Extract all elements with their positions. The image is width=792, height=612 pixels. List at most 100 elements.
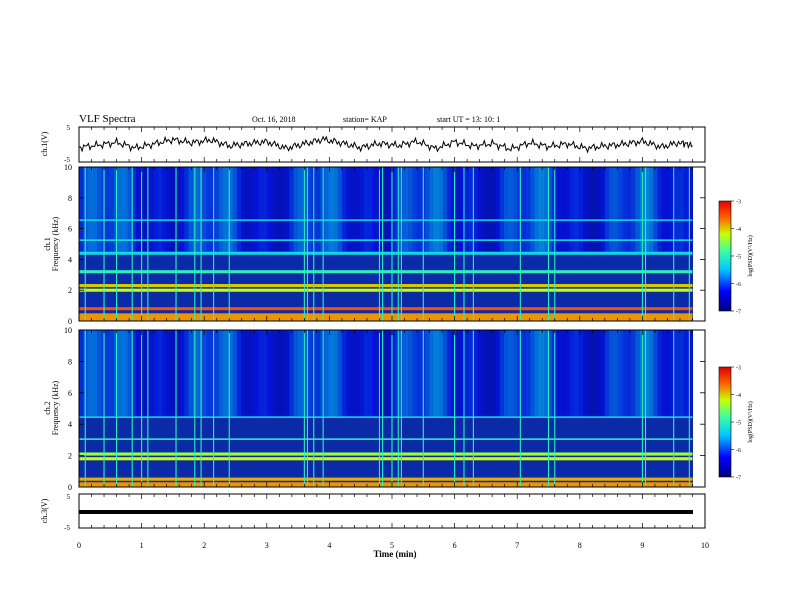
ch1-spectrogram-noise-column — [381, 167, 387, 252]
ch2-spectrogram-ytick-label: 6 — [68, 389, 72, 398]
xtick-label: 8 — [578, 541, 582, 550]
ch1-spectrogram-noise-column — [241, 167, 246, 252]
ch2-spectrogram-noise-column — [219, 330, 224, 417]
ch1-spectrogram-noise-column — [674, 167, 680, 252]
ch1-spectrogram-ytick-label: 8 — [68, 194, 72, 203]
ch2-spectrogram-noise-column — [657, 330, 663, 417]
ch2-spectrogram-noise-column — [622, 330, 628, 417]
ch2-spectrogram-noise-column — [263, 330, 268, 417]
ch1-spectrogram-noise-column — [617, 167, 623, 252]
ch2-spectrogram-noise-column — [600, 330, 606, 417]
ch2-spectrogram-noise-column — [447, 330, 452, 417]
ch1-spectrogram-noise-column — [666, 167, 671, 252]
ch2-spectrogram-noise-column — [661, 330, 667, 417]
ch2-spectrogram-noise-column — [105, 330, 110, 417]
ch2-spectrogram-noise-column — [175, 330, 181, 417]
ch1-spectrogram-band — [79, 307, 693, 311]
ch1-spectrogram-noise-column — [604, 167, 610, 252]
ch2-spectrogram-noise-column — [363, 330, 369, 417]
ch1-spectrogram-noise-column — [219, 167, 224, 252]
ch1-colorbar-tick-label: -7 — [736, 310, 741, 316]
ch1-colorbar-tick-label: -6 — [736, 282, 741, 288]
ch1-spectrogram-noise-column — [534, 167, 540, 252]
ch2-spectrogram-noise-column — [617, 330, 623, 417]
ch1-spectrogram-band — [79, 219, 693, 221]
ch1-spectrogram-noise-column — [232, 167, 238, 252]
ch1-spectrogram-noise-column — [368, 167, 373, 252]
ch1-series-line — [78, 135, 693, 154]
ch1-spectrogram-noise-column — [565, 167, 571, 252]
ch1-spectrogram-noise-column — [171, 167, 176, 252]
ch2-colorbar-tick-label: -3 — [736, 366, 741, 372]
ch1-spectrogram-noise-column — [622, 167, 628, 252]
ch2-spectrogram-noise-column — [412, 330, 417, 417]
ch2-spectrogram-noise-column — [403, 330, 408, 417]
ch1-spectrogram-noise-column — [644, 167, 649, 252]
ch1-spectrogram-noise-column — [425, 167, 430, 252]
ch1-spectrogram-noise-column — [679, 167, 685, 252]
ch2-spectrogram-noise-column — [495, 330, 500, 417]
ch2-colorbar-tick-label: -6 — [736, 448, 741, 454]
ch1-spectrogram-noise-column — [635, 167, 641, 252]
ch1-spectrogram-noise-column — [591, 167, 597, 252]
ch2-spectrogram-noise-column — [670, 330, 676, 417]
ch1-spectrogram-noise-column — [320, 167, 325, 252]
ch2-spectrogram-noise-column — [337, 330, 343, 417]
ch2-spectrogram-noise-column — [574, 330, 579, 417]
ch1-spectrogram-noise-column — [455, 167, 461, 252]
ch1-spectrogram-noise-column — [600, 167, 606, 252]
ch1-spectrogram-noise-column — [105, 167, 110, 252]
ch1-spectrogram-noise-column — [79, 167, 84, 252]
ch1-spectrogram-noise-column — [416, 167, 422, 252]
ch1-spectrogram-noise-column — [451, 167, 457, 252]
ch2-spectrogram-ytick-label: 2 — [68, 452, 72, 461]
ch1-spectrogram-noise-column — [609, 167, 614, 252]
ch2-spectrogram-ylabel-top: ch.2 — [43, 401, 52, 415]
ch1-spectrogram-noise-column — [587, 167, 592, 252]
ch2-spectrogram-noise-column — [569, 330, 575, 417]
ch2-colorbar-tick-label: -4 — [736, 393, 741, 399]
ch1-spectrogram-noise-column — [473, 167, 479, 252]
ch2-spectrogram-noise-column — [442, 330, 448, 417]
ch2-spectrogram-noise-column — [162, 330, 167, 417]
ch1-spectrogram-noise-column — [153, 167, 159, 252]
ch2-spectrogram-noise-column — [153, 330, 159, 417]
ch2-spectrogram-noise-column — [521, 330, 527, 417]
ch1-spectrogram-noise-column — [127, 167, 132, 252]
ch2-spectrogram-noise-column — [451, 330, 457, 417]
ch2-spectrogram-noise-column — [626, 330, 632, 417]
ch1-spectrogram-noise-column — [433, 167, 439, 252]
xtick-label: 3 — [265, 541, 269, 550]
ch1-spectrogram-noise-column — [657, 167, 663, 252]
ch2-spectrogram-noise-column — [201, 330, 207, 417]
ch1-spectrogram-ytick-label: 0 — [68, 317, 72, 326]
ch2-spectrogram-noise-column — [227, 330, 233, 417]
ch2-spectrogram-noise-column — [508, 330, 514, 417]
ch2-spectrogram-noise-column — [455, 330, 461, 417]
xtick-label: 10 — [701, 541, 709, 550]
ch1-spectrogram-noise-column — [263, 167, 268, 252]
ch1-spectrogram-noise-column — [468, 167, 474, 252]
ch2-spectrogram-noise-column — [280, 330, 286, 417]
ch2-spectrogram-noise-column — [157, 330, 163, 417]
ch2-spectrogram-band — [79, 482, 693, 487]
ch1-spectrogram-noise-column — [289, 167, 295, 252]
ch1-spectrogram-noise-column — [122, 167, 128, 252]
ch2-spectrogram-noise-column — [473, 330, 479, 417]
ch2-spectrogram-noise-column — [525, 330, 531, 417]
ch2-spectrogram-noise-column — [482, 330, 487, 417]
ch1-spectrogram-noise-column — [543, 167, 549, 252]
start-time-label: start UT = 13: 10: 1 — [437, 115, 500, 124]
ch2-spectrogram-noise-column — [368, 330, 373, 417]
ch2-spectrogram-noise-column — [556, 330, 562, 417]
ch1-spectrogram-noise-column — [394, 167, 400, 252]
ch2-spectrogram-noise-column — [433, 330, 439, 417]
ch1-spectrogram-noise-column — [341, 167, 347, 252]
ch1-spectrogram-noise-column — [118, 167, 124, 252]
ch2-spectrogram-noise-column — [355, 330, 360, 417]
xtick-label: 0 — [77, 541, 81, 550]
ch1-spectrogram-noise-column — [512, 167, 518, 252]
ch1-spectrogram-noise-column — [530, 167, 536, 252]
ch2-spectrogram-noise-column — [131, 330, 137, 417]
ch1-spectrogram-noise-column — [385, 167, 391, 252]
